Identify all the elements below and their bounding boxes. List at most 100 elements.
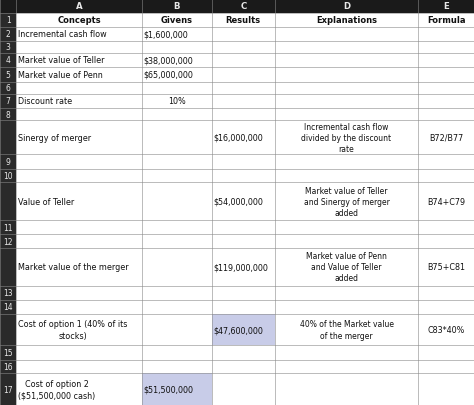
Bar <box>419 314 474 345</box>
Text: Givens: Givens <box>161 16 193 26</box>
Text: 7: 7 <box>6 97 10 106</box>
Text: 1: 1 <box>6 16 10 26</box>
Bar <box>212 235 275 248</box>
Bar <box>275 248 419 286</box>
Text: 9: 9 <box>6 158 10 166</box>
Bar <box>16 121 142 155</box>
Bar <box>212 169 275 183</box>
Bar <box>142 183 212 220</box>
Bar <box>16 68 142 83</box>
Bar <box>142 235 212 248</box>
Text: Cost of option 2
($51,500,000 cash): Cost of option 2 ($51,500,000 cash) <box>18 379 95 399</box>
Text: Market value of Teller
and Sinergy of merger
added: Market value of Teller and Sinergy of me… <box>303 186 390 217</box>
Bar <box>212 314 275 345</box>
Bar <box>0 183 16 220</box>
Bar <box>275 121 419 155</box>
Text: $1,600,000: $1,600,000 <box>144 30 189 39</box>
Text: 15: 15 <box>3 348 13 357</box>
Bar <box>212 42 275 53</box>
Bar <box>275 155 419 169</box>
Text: B74+C79: B74+C79 <box>427 197 465 206</box>
Bar <box>419 68 474 83</box>
Bar <box>0 301 16 314</box>
Bar <box>419 14 474 28</box>
Text: 11: 11 <box>3 223 13 232</box>
Bar <box>16 94 142 109</box>
Text: 4: 4 <box>6 56 10 65</box>
Text: Explanations: Explanations <box>316 16 377 26</box>
Bar <box>142 169 212 183</box>
Bar <box>16 28 142 42</box>
Bar <box>142 53 212 68</box>
Bar <box>16 360 142 373</box>
Text: 3: 3 <box>6 43 10 52</box>
Bar <box>275 345 419 360</box>
Bar <box>0 235 16 248</box>
Text: 17: 17 <box>3 385 13 394</box>
Bar <box>142 68 212 83</box>
Text: A: A <box>76 2 82 11</box>
Bar <box>419 248 474 286</box>
Text: $47,600,000: $47,600,000 <box>214 325 264 334</box>
Text: 2: 2 <box>6 30 10 39</box>
Text: B: B <box>173 2 180 11</box>
Text: C83*40%: C83*40% <box>428 325 465 334</box>
Bar <box>0 42 16 53</box>
Bar <box>0 53 16 68</box>
Bar <box>419 373 474 405</box>
Text: 10: 10 <box>3 172 13 181</box>
Text: Incremental cash flow
divided by the discount
rate: Incremental cash flow divided by the dis… <box>301 122 392 153</box>
Bar <box>275 235 419 248</box>
Bar <box>275 286 419 301</box>
Bar <box>419 121 474 155</box>
Bar <box>0 94 16 109</box>
Text: 8: 8 <box>6 111 10 119</box>
Text: Discount rate: Discount rate <box>18 97 72 106</box>
Text: $65,000,000: $65,000,000 <box>144 71 193 80</box>
Bar <box>142 286 212 301</box>
Bar <box>16 235 142 248</box>
Bar <box>0 14 16 28</box>
Bar <box>212 345 275 360</box>
Bar <box>275 0 419 14</box>
Text: Results: Results <box>226 16 261 26</box>
Text: 16: 16 <box>3 362 13 371</box>
Bar <box>419 169 474 183</box>
Bar <box>142 14 212 28</box>
Bar <box>212 94 275 109</box>
Text: 5: 5 <box>6 71 10 80</box>
Bar <box>16 220 142 235</box>
Text: Incremental cash flow: Incremental cash flow <box>18 30 107 39</box>
Bar <box>0 345 16 360</box>
Bar <box>0 109 16 121</box>
Bar <box>142 121 212 155</box>
Text: Sinergy of merger: Sinergy of merger <box>18 133 91 142</box>
Text: 13: 13 <box>3 289 13 298</box>
Bar <box>212 121 275 155</box>
Bar <box>212 53 275 68</box>
Text: $119,000,000: $119,000,000 <box>214 263 269 272</box>
Bar <box>0 286 16 301</box>
Bar <box>212 14 275 28</box>
Text: Market value of Penn: Market value of Penn <box>18 71 103 80</box>
Bar <box>212 301 275 314</box>
Bar <box>0 248 16 286</box>
Bar <box>212 109 275 121</box>
Bar <box>275 68 419 83</box>
Bar <box>275 169 419 183</box>
Text: Market value of Teller: Market value of Teller <box>18 56 105 65</box>
Bar <box>212 373 275 405</box>
Bar <box>419 155 474 169</box>
Bar <box>419 360 474 373</box>
Bar <box>16 345 142 360</box>
Bar <box>142 314 212 345</box>
Bar <box>212 248 275 286</box>
Text: B72/B77: B72/B77 <box>429 133 463 142</box>
Bar <box>275 28 419 42</box>
Bar <box>142 373 212 405</box>
Bar <box>419 0 474 14</box>
Bar <box>0 169 16 183</box>
Bar <box>419 94 474 109</box>
Bar <box>212 183 275 220</box>
Text: Concepts: Concepts <box>57 16 101 26</box>
